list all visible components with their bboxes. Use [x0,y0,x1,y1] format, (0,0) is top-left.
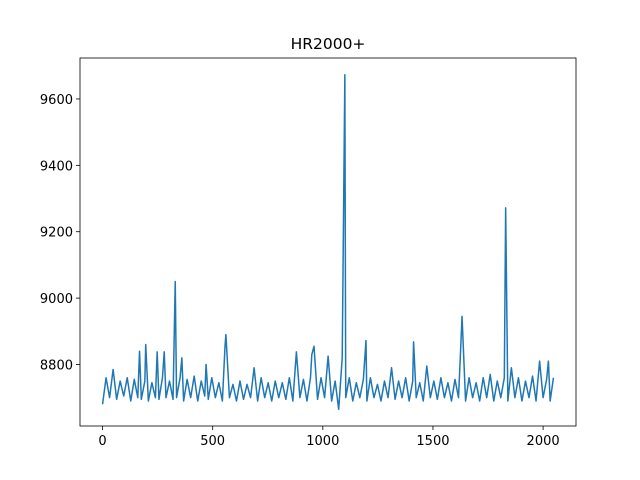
plot-frame [79,57,577,427]
chart-title: HR2000+ [291,35,366,53]
line-series [101,73,555,411]
y-tick-label: 9600 [40,93,73,108]
y-tick-label: 9200 [40,226,73,241]
y-tick-label: 8800 [40,358,73,373]
x-tick-label: 2000 [527,434,560,449]
x-tick-label: 1500 [416,434,449,449]
x-tick-label: 0 [98,434,106,449]
y-tick-label: 9000 [40,292,73,307]
x-tick-label: 500 [200,434,225,449]
x-tick-label: 1000 [306,434,339,449]
y-tick-label: 9400 [40,159,73,174]
